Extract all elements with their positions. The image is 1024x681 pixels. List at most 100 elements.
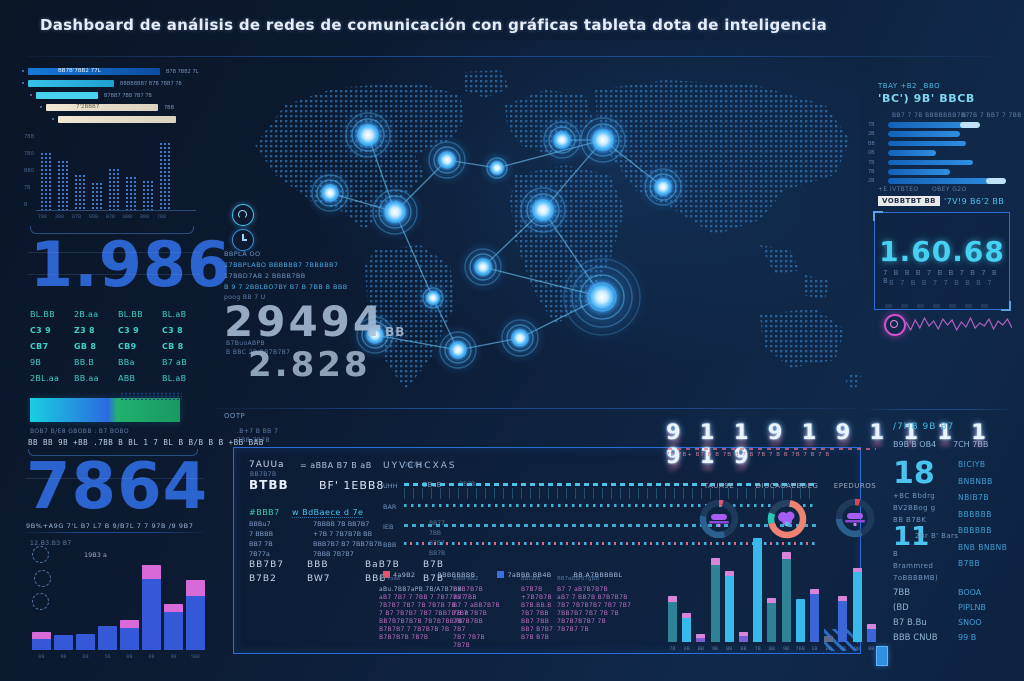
- group-cell-b: +7B 7 7B7B7B BB: [313, 530, 373, 538]
- fr-value: BNBNBB: [958, 476, 993, 486]
- paragraph-line: 7B7 7B7B: [453, 634, 485, 641]
- fr-pair-row: 7BB BOOA: [893, 588, 1018, 603]
- map-node[interactable]: [349, 309, 401, 361]
- panel-dot: [949, 304, 956, 308]
- stat-cell: C3 8: [162, 326, 183, 335]
- map-node[interactable]: [513, 180, 573, 240]
- paragraph-line: 7B7B: [453, 642, 471, 649]
- bar: [142, 565, 161, 650]
- h-bar: 7'2BBB7: [46, 104, 158, 111]
- bar-cap: [724, 571, 734, 576]
- map-node[interactable]: [494, 312, 546, 364]
- x-tick-label: 9B: [854, 647, 861, 652]
- dot-column: [40, 152, 53, 210]
- paragraph-column: B7B7B +7B7B7B B7B.BB.B 7B7 7BB BB7 7BB BB7 B7…: [521, 586, 555, 642]
- chip-label-right: OBEY G2O: [932, 186, 967, 193]
- fr-value: BBBBBB: [958, 526, 992, 535]
- track: [404, 524, 816, 527]
- map-node[interactable]: [415, 280, 451, 316]
- paragraph-header: BoBPBB2: [453, 576, 479, 582]
- bar-cap: [186, 580, 205, 596]
- donut-chart[interactable]: [832, 495, 878, 541]
- map-node[interactable]: [457, 241, 509, 293]
- axis-mark: [30, 94, 32, 96]
- panel-dot: [981, 304, 988, 308]
- h-bar: [888, 140, 966, 147]
- h-bar-right-label: B7BB7 7BB 7B7 7B: [104, 93, 152, 99]
- donut-label: TAUA9E: [703, 482, 735, 490]
- x-tick-label: 7B: [669, 647, 676, 652]
- footer-label: OOTP: [224, 412, 246, 420]
- bottom-right-bar-chart: 7B 9B BB 9B BB BB 7B BB 9B 7BB 1B BB 7B 9B BB: [668, 538, 882, 652]
- map-node[interactable]: [432, 324, 484, 376]
- x-tick-label: 9B: [783, 647, 790, 652]
- goggles-icon: [709, 514, 729, 528]
- map-node[interactable]: [338, 105, 398, 165]
- dot-column: [142, 180, 155, 210]
- kpi-panel-frame: 1.60.68 7 B B B 7 B B 7 B 7 B B B 7 B B …: [873, 211, 1011, 311]
- donut-chart[interactable]: [696, 496, 742, 542]
- group-header-cyan: w BdBaece d 7e: [292, 508, 364, 518]
- fr-pair-value: PIPLNB: [958, 603, 986, 612]
- blue-marker[interactable]: [876, 646, 888, 666]
- kpi-29494-value: 29494: [224, 297, 386, 346]
- paragraph-line: B7 7 aB7B7B7B: [557, 586, 609, 593]
- white-chip-button[interactable]: VOBBTBT BB: [878, 196, 940, 206]
- scanline: [26, 478, 204, 479]
- sun-icon[interactable]: [32, 593, 49, 610]
- dot-column: [57, 160, 70, 210]
- map-node[interactable]: [573, 110, 633, 170]
- gauge-icon[interactable]: [232, 204, 254, 226]
- donut-chart[interactable]: [764, 496, 810, 542]
- map-node[interactable]: [365, 182, 425, 242]
- h-bar: [58, 116, 176, 123]
- track-label: IEB: [383, 523, 394, 531]
- right-divider: [868, 409, 1010, 410]
- target-icon[interactable]: [34, 570, 51, 587]
- stat-cell: B7 aB: [162, 358, 188, 367]
- fr-kpi-11-side: 2Br B' Bars: [915, 532, 959, 540]
- map-node[interactable]: [479, 150, 515, 186]
- fr-label: B: [893, 550, 899, 558]
- map-footer-divider: [215, 408, 860, 409]
- map-node[interactable]: [304, 167, 356, 219]
- fr-pair-key: 7BB: [893, 588, 911, 598]
- stat-cell: CB7: [30, 342, 49, 351]
- h-bar-highlight: [986, 178, 1006, 184]
- paragraph-line: aBu.7BB7aPB.7B/A7B7BB: [379, 586, 463, 593]
- x-tick-label: B7B: [106, 215, 116, 220]
- bar-cap: [668, 596, 677, 602]
- world-map[interactable]: [215, 60, 865, 410]
- map-node[interactable]: [556, 251, 648, 343]
- h-bar: [888, 131, 960, 137]
- h-bar-right-label: BBBBBBB7 B7B 7BB7 7B: [120, 81, 182, 87]
- track: [404, 504, 816, 507]
- paragraph-line: BB7 7BB: [521, 618, 550, 625]
- fr-pairs-list: 7BB BOOA (BD PIPLNB B7 B.Bu SNOO BBB CNUB 99 B: [893, 588, 1018, 648]
- far-right-title: /7HB 9B B7: [893, 422, 955, 432]
- donut-segment: [835, 498, 875, 538]
- x-tick-label: BB8: [140, 215, 150, 220]
- map-annotation-line: 17BBPLABO BBBBBB7 7BBBBB7: [224, 261, 339, 269]
- gear-icon[interactable]: [32, 546, 49, 563]
- kpi-2828-label1: B7BuoABPB: [226, 340, 266, 347]
- x-tick-label: 9B: [683, 647, 690, 652]
- paragraph-line: 7B7B7 7B7 7B 7B7B 7B: [379, 602, 456, 609]
- kpi-1986: 1.986: [30, 228, 232, 301]
- magenta-sparkline: [906, 316, 1012, 332]
- fr-pair-key: BBB CNUB: [893, 633, 938, 643]
- map-node[interactable]: [637, 161, 689, 213]
- donut-segment: [835, 498, 875, 538]
- donut-label: DIUCAOAEBDEG: [755, 482, 819, 490]
- h-bar-highlight: [960, 122, 980, 128]
- y-tick-label: 7B: [24, 185, 31, 191]
- bar: [739, 632, 748, 642]
- digit-baseline: [668, 448, 876, 450]
- clock-icon[interactable]: [232, 229, 254, 251]
- paragraph-line: aB7 7 BB7B B7B7B7B: [557, 594, 628, 601]
- magenta-target-icon[interactable]: [884, 314, 906, 336]
- kpi-7864: 7864: [26, 450, 209, 524]
- map-node[interactable]: [421, 134, 473, 186]
- x-tick-label: BB: [148, 655, 155, 660]
- x-tick-label: 7BB: [157, 215, 167, 220]
